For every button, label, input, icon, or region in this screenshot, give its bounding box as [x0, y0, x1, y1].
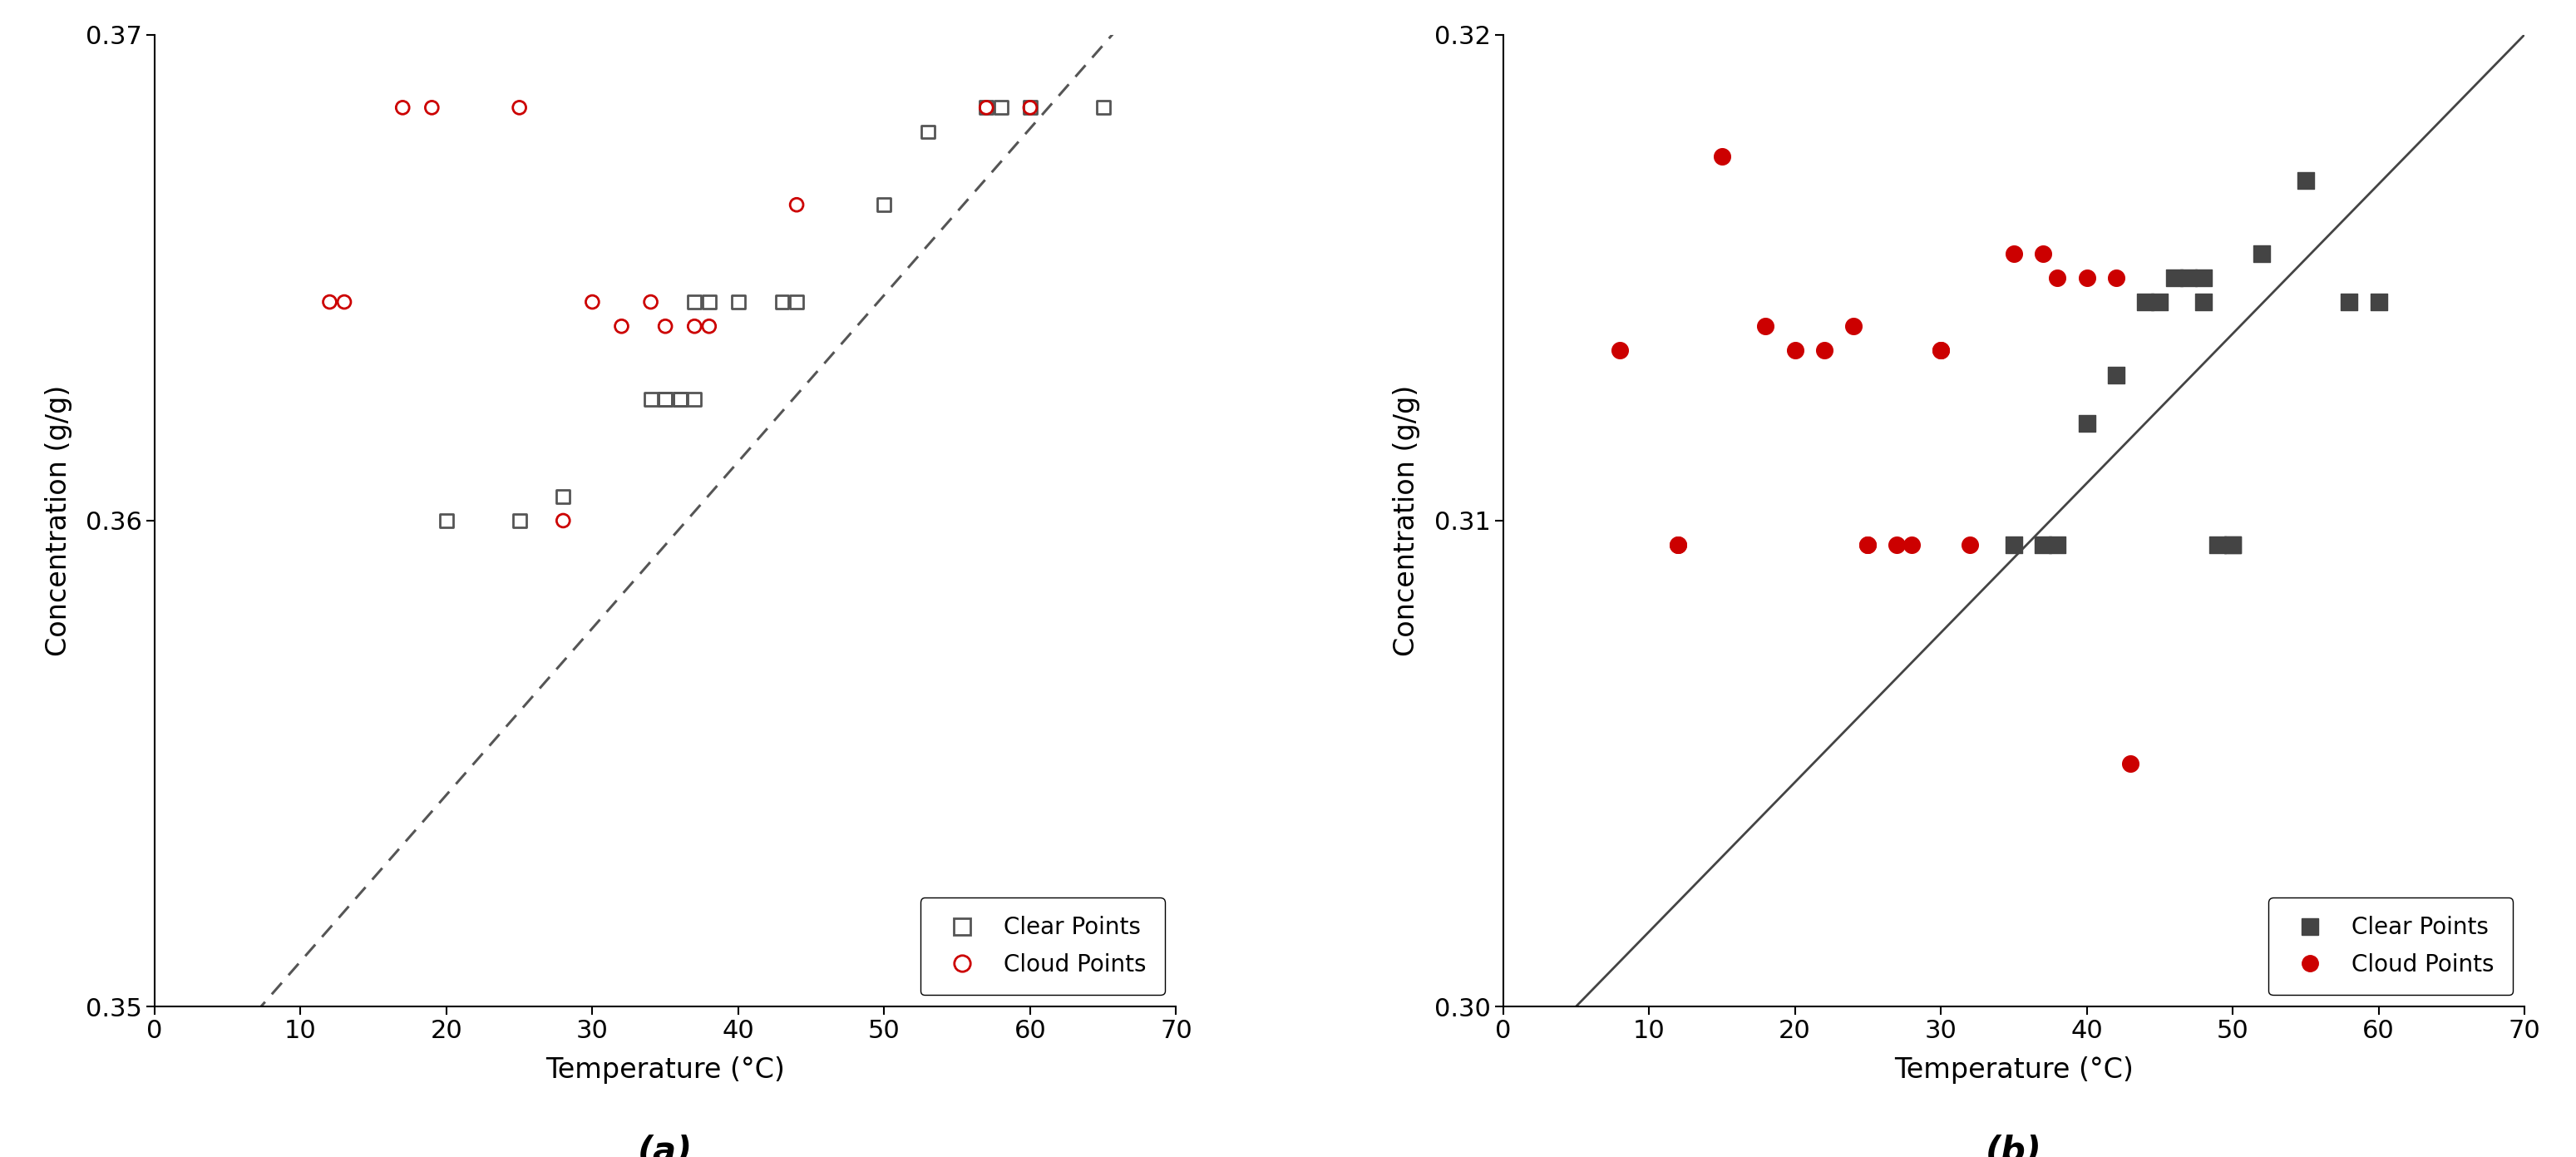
Point: [1891, 536, 1932, 554]
Point: [1875, 536, 1917, 554]
Point: [675, 390, 716, 408]
Point: [1847, 536, 1888, 554]
Point: [675, 293, 716, 311]
Point: [2138, 293, 2179, 311]
Point: [631, 293, 672, 311]
Point: [544, 487, 585, 506]
Text: (b): (b): [1986, 1135, 2043, 1157]
Point: [309, 293, 350, 311]
Point: [1919, 341, 1960, 360]
Point: [907, 123, 948, 141]
Point: [775, 293, 817, 311]
Point: [1700, 147, 1741, 165]
Point: [1744, 317, 1785, 336]
X-axis label: Temperature (°C): Temperature (°C): [1893, 1056, 2133, 1084]
Point: [2285, 171, 2326, 190]
Point: [2094, 366, 2136, 384]
Point: [412, 98, 453, 117]
Point: [981, 98, 1023, 117]
Point: [381, 98, 422, 117]
Point: [2038, 536, 2079, 554]
Y-axis label: Concentration (g/g): Concentration (g/g): [1394, 385, 1419, 656]
Point: [1082, 98, 1123, 117]
Point: [2197, 536, 2239, 554]
Legend: Clear Points, Cloud Points: Clear Points, Cloud Points: [920, 898, 1164, 995]
Point: [2022, 536, 2063, 554]
Point: [1803, 341, 1844, 360]
Point: [1832, 317, 1873, 336]
Point: [1775, 341, 1816, 360]
Point: [600, 317, 641, 336]
X-axis label: Temperature (°C): Temperature (°C): [546, 1056, 786, 1084]
Point: [1656, 536, 1698, 554]
Point: [1656, 536, 1698, 554]
Point: [675, 317, 716, 336]
Point: [572, 293, 613, 311]
Point: [2182, 268, 2223, 287]
Y-axis label: Concentration (g/g): Concentration (g/g): [44, 385, 72, 656]
Point: [1600, 341, 1641, 360]
Point: [966, 98, 1007, 117]
Point: [2182, 293, 2223, 311]
Point: [659, 390, 701, 408]
Point: [644, 317, 685, 336]
Point: [425, 511, 466, 530]
Legend: Clear Points, Cloud Points: Clear Points, Cloud Points: [2269, 898, 2514, 995]
Point: [2154, 268, 2195, 287]
Point: [544, 511, 585, 530]
Point: [1994, 244, 2035, 263]
Point: [1010, 98, 1051, 117]
Point: [1847, 536, 1888, 554]
Point: [1950, 536, 1991, 554]
Point: [500, 511, 541, 530]
Point: [775, 196, 817, 214]
Point: [644, 390, 685, 408]
Point: [688, 293, 729, 311]
Point: [2125, 293, 2166, 311]
Point: [1919, 341, 1960, 360]
Point: [659, 390, 701, 408]
Point: [325, 293, 366, 311]
Point: [2329, 293, 2370, 311]
Point: [2357, 293, 2398, 311]
Point: [688, 317, 729, 336]
Point: [2241, 244, 2282, 263]
Point: [644, 390, 685, 408]
Point: [2022, 244, 2063, 263]
Point: [2169, 268, 2210, 287]
Text: (a): (a): [639, 1135, 693, 1157]
Point: [2213, 536, 2254, 554]
Point: [1010, 98, 1051, 117]
Point: [1994, 536, 2035, 554]
Point: [863, 196, 904, 214]
Point: [2038, 268, 2079, 287]
Point: [2213, 536, 2254, 554]
Point: [719, 293, 760, 311]
Point: [2066, 268, 2107, 287]
Point: [500, 98, 541, 117]
Point: [2094, 268, 2136, 287]
Point: [631, 390, 672, 408]
Point: [966, 98, 1007, 117]
Point: [2066, 414, 2107, 433]
Point: [762, 293, 804, 311]
Point: [2110, 754, 2151, 773]
